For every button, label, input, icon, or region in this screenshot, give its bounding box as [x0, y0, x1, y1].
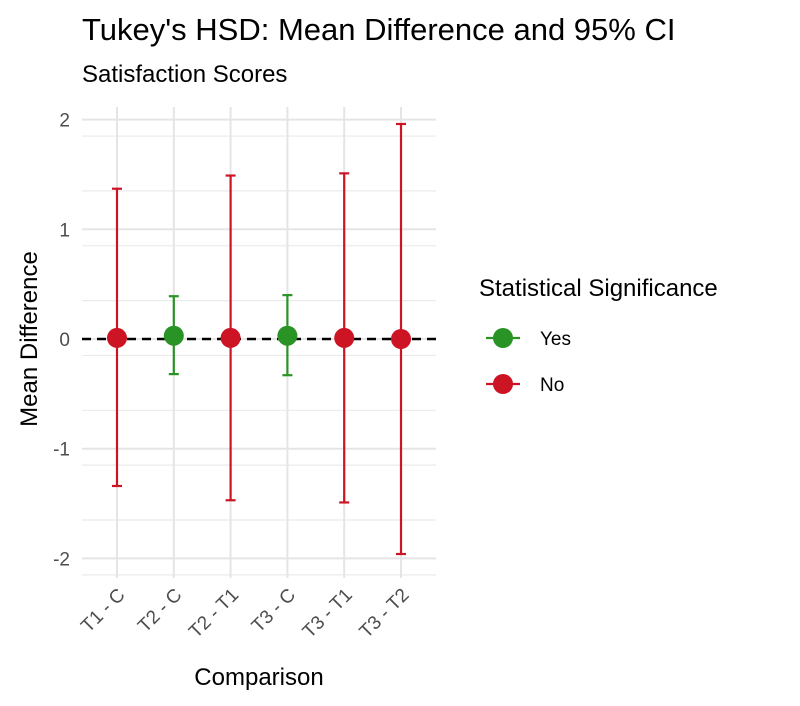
- point-t3-t1: [334, 327, 355, 348]
- y-tick-label: 0: [59, 330, 70, 351]
- y-tick-label: 2: [59, 111, 70, 132]
- y-axis-title: Mean Difference: [16, 251, 43, 427]
- chart-title: Tukey's HSD: Mean Difference and 95% CI: [82, 12, 675, 47]
- point-t3-c: [277, 325, 298, 346]
- points: [107, 325, 411, 349]
- point-t2-t1: [220, 327, 241, 348]
- x-tick-label: T2 - C: [134, 585, 186, 637]
- x-axis-title: Comparison: [194, 664, 323, 691]
- point-t2-c: [163, 325, 184, 346]
- x-tick-label: T3 - T2: [356, 585, 414, 643]
- x-tick-label: T2 - T1: [185, 585, 243, 643]
- point-t1-c: [107, 327, 127, 348]
- x-tick-label: T3 - T1: [299, 585, 357, 643]
- y-tick-label: -1: [53, 440, 70, 461]
- y-tick-label: -2: [53, 549, 70, 570]
- legend-entry-no: No: [486, 374, 564, 396]
- legend-title: Statistical Significance: [479, 275, 718, 302]
- grid: [82, 107, 436, 578]
- legend-entries: Yes No: [486, 328, 571, 396]
- x-tick-label: T1 - C: [77, 585, 129, 637]
- legend-key-point: [493, 374, 513, 394]
- x-tick-label: T3 - C: [248, 585, 300, 637]
- y-tick-label: 1: [59, 220, 70, 241]
- chart-subtitle: Satisfaction Scores: [82, 61, 287, 88]
- point-t3-t2: [391, 329, 411, 349]
- legend-label: No: [540, 375, 564, 396]
- legend-entry-yes: Yes: [486, 328, 571, 350]
- y-tick-labels: -2 -1 0 1 2: [53, 111, 70, 571]
- plot-area: [82, 107, 436, 578]
- legend-key-point: [493, 328, 513, 348]
- legend: Statistical Significance Yes No: [479, 275, 718, 396]
- legend-label: Yes: [540, 329, 571, 350]
